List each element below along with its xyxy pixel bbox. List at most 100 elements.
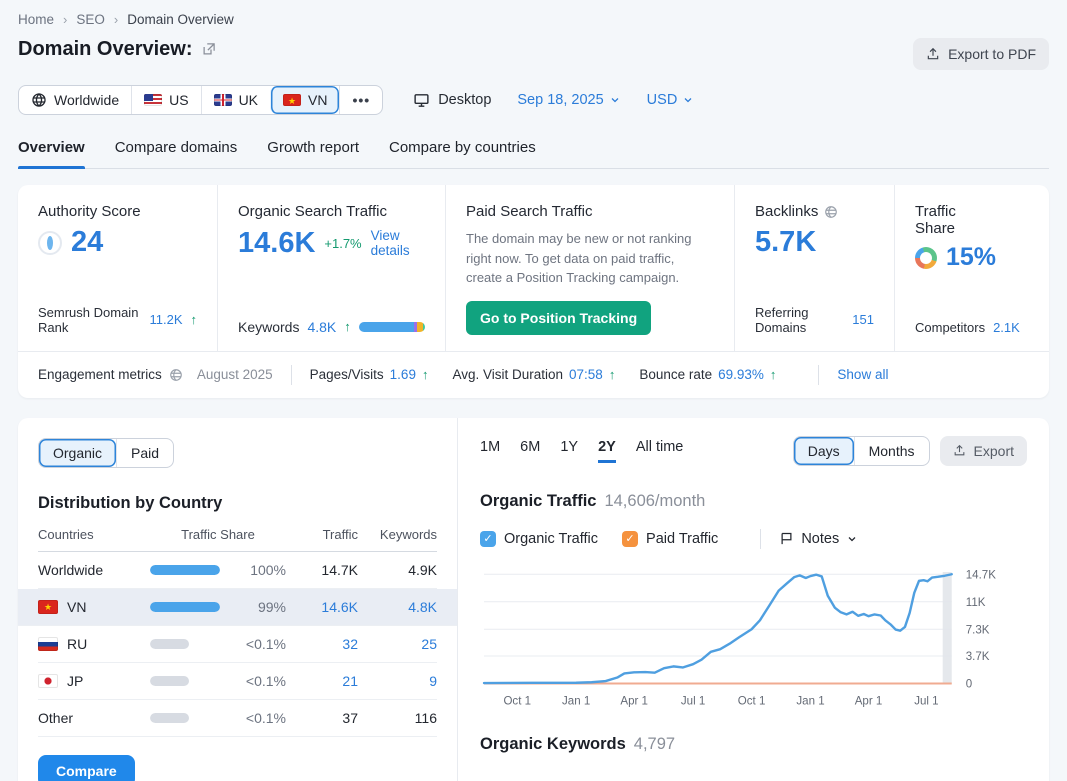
chart-title: Organic Traffic: [480, 491, 597, 510]
stat-value[interactable]: 1.69: [389, 367, 416, 382]
backlinks-value[interactable]: 5.7K: [755, 226, 817, 258]
range-2y[interactable]: 2Y: [598, 439, 616, 463]
country-label: RU: [67, 635, 88, 652]
export-button[interactable]: Export: [939, 435, 1027, 466]
trend-up-icon: ↑: [769, 367, 777, 382]
share-value: 100%: [250, 561, 286, 578]
location-chip-vn[interactable]: VN: [270, 86, 340, 114]
traffic-value: 37: [342, 709, 358, 726]
traffic-share-title: Traffic Share: [915, 203, 956, 237]
filter-row: Worldwide US UK VN ••• Desktop: [18, 85, 1049, 115]
svg-text:Jul 1: Jul 1: [914, 695, 938, 707]
location-label: VN: [308, 92, 328, 108]
show-all-link[interactable]: Show all: [837, 367, 889, 382]
organic-keywords-row: Organic Keywords 4,797: [480, 735, 1027, 754]
organic-paid-toggle: Organic Paid: [38, 437, 175, 468]
organic-traffic-chart[interactable]: 14.7K 11K 7.3K 3.7K 0 Oct 1 Jan 1 Apr 1 Jul 1 Oct…: [480, 561, 1027, 712]
currency-dropdown[interactable]: USD: [647, 92, 695, 108]
tab-growth-report[interactable]: Growth report: [267, 139, 359, 156]
info-globe-icon[interactable]: [824, 205, 838, 219]
range-all-time[interactable]: All time: [635, 438, 684, 455]
traffic-value[interactable]: 32: [342, 635, 358, 652]
metrics-card: Authority Score 24 Semrush Domain Rank 1…: [18, 185, 1049, 398]
bounce-rate-stat: Bounce rate 69.93% ↑: [639, 367, 776, 382]
trend-up-icon: ↑: [190, 312, 198, 327]
breadcrumb-home[interactable]: Home: [18, 12, 55, 27]
keywords-value[interactable]: 4.8K: [307, 318, 337, 335]
organic-keywords-label: Organic Keywords: [480, 735, 626, 754]
keywords-value[interactable]: 9: [429, 672, 437, 689]
tab-overview[interactable]: Overview: [18, 139, 85, 169]
export-icon: [926, 47, 940, 61]
stat-value[interactable]: 69.93%: [718, 367, 764, 382]
jp-flag-icon: [38, 673, 58, 688]
location-chip-us[interactable]: US: [131, 86, 200, 114]
svg-text:14.7K: 14.7K: [966, 569, 996, 581]
go-to-position-tracking-button[interactable]: Go to Position Tracking: [466, 300, 652, 335]
authority-score-section: Authority Score 24 Semrush Domain Rank 1…: [18, 185, 218, 351]
location-chip-uk[interactable]: UK: [200, 86, 270, 114]
referring-domains-row: Referring Domains 151: [755, 305, 874, 335]
distribution-title: Distribution by Country: [38, 493, 223, 512]
country-cell: Worldwide: [38, 562, 150, 578]
traffic-value[interactable]: 14.6K: [321, 598, 358, 615]
info-globe-icon[interactable]: [169, 368, 183, 382]
semrush-rank-value[interactable]: 11.2K: [149, 312, 183, 327]
toggle-months[interactable]: Months: [853, 436, 929, 465]
toggle-days[interactable]: Days: [793, 436, 854, 465]
export-to-pdf-button[interactable]: Export to PDF: [913, 38, 1049, 70]
share-value: <0.1%: [245, 635, 286, 652]
keywords-value[interactable]: 25: [421, 635, 437, 652]
notes-dropdown[interactable]: Notes: [779, 531, 858, 547]
globe-icon: [31, 92, 47, 108]
table-row-jp[interactable]: JP <0.1% 21 9: [38, 663, 437, 700]
desktop-icon: [413, 92, 430, 109]
col-keywords[interactable]: Keywords: [379, 526, 437, 542]
more-locations-button[interactable]: •••: [339, 86, 382, 114]
col-traffic[interactable]: Traffic: [322, 526, 358, 542]
range-1y[interactable]: 1Y: [560, 438, 579, 455]
table-row-worldwide[interactable]: Worldwide 100% 14.7K 4.9K: [38, 552, 437, 589]
tab-compare-by-countries[interactable]: Compare by countries: [388, 139, 536, 156]
legend-organic-traffic[interactable]: ✓ Organic Traffic: [480, 530, 598, 547]
country-cell: Other: [38, 710, 150, 726]
keywords-value[interactable]: 4.8K: [408, 598, 437, 615]
location-label: Worldwide: [54, 92, 120, 108]
paid-traffic-description: The domain may be new or not ranking rig…: [466, 231, 692, 285]
table-row-ru[interactable]: RU <0.1% 32 25: [38, 626, 437, 663]
col-countries[interactable]: Countries: [38, 526, 94, 542]
device-selector[interactable]: Desktop: [413, 92, 491, 109]
toggle-organic[interactable]: Organic: [39, 438, 117, 467]
location-chip-worldwide[interactable]: Worldwide: [19, 86, 131, 114]
range-1m[interactable]: 1M: [480, 438, 501, 455]
traffic-line-chart[interactable]: 14.7K 11K 7.3K 3.7K 0 Oct 1 Jan 1 Apr 1 Jul 1 Oct…: [480, 561, 1027, 712]
toggle-paid[interactable]: Paid: [116, 438, 173, 467]
referring-domains-value[interactable]: 151: [852, 312, 874, 327]
paid-traffic-checkbox[interactable]: ✓: [622, 530, 639, 547]
external-link-icon[interactable]: [201, 42, 216, 57]
legend-paid-traffic[interactable]: ✓ Paid Traffic: [622, 530, 718, 547]
notes-label: Notes: [801, 530, 840, 547]
compare-button[interactable]: Compare: [38, 754, 135, 781]
competitors-value[interactable]: 2.1K: [993, 319, 1020, 335]
main-tabs: Overview Compare domains Growth report C…: [18, 139, 1049, 169]
organic-traffic-checkbox[interactable]: ✓: [480, 530, 496, 547]
traffic-distribution-card: Organic Paid Distribution by Country Cou…: [18, 417, 1049, 781]
table-row-other[interactable]: Other <0.1% 37 116: [38, 700, 437, 737]
tab-compare-domains[interactable]: Compare domains: [114, 139, 238, 156]
stat-value[interactable]: 07:58: [569, 367, 603, 382]
stat-label: Pages/Visits: [309, 367, 384, 382]
organic-traffic-title: Organic Search Traffic: [238, 203, 387, 220]
traffic-value[interactable]: 21: [342, 672, 358, 689]
keywords-row: Keywords 4.8K ↑: [238, 319, 425, 335]
breadcrumb-seo[interactable]: SEO: [76, 12, 105, 27]
range-6m[interactable]: 6M: [520, 438, 541, 455]
us-flag-icon: [144, 94, 163, 106]
stat-label: Bounce rate: [639, 367, 713, 382]
table-row-vn[interactable]: VN 99% 14.6K 4.8K: [18, 588, 457, 626]
view-details-link[interactable]: View details: [370, 228, 410, 258]
col-traffic-share[interactable]: Traffic Share: [181, 526, 255, 542]
date-dropdown[interactable]: Sep 18, 2025: [517, 92, 620, 108]
vn-flag-icon: [38, 599, 58, 614]
svg-text:3.7K: 3.7K: [966, 650, 990, 662]
